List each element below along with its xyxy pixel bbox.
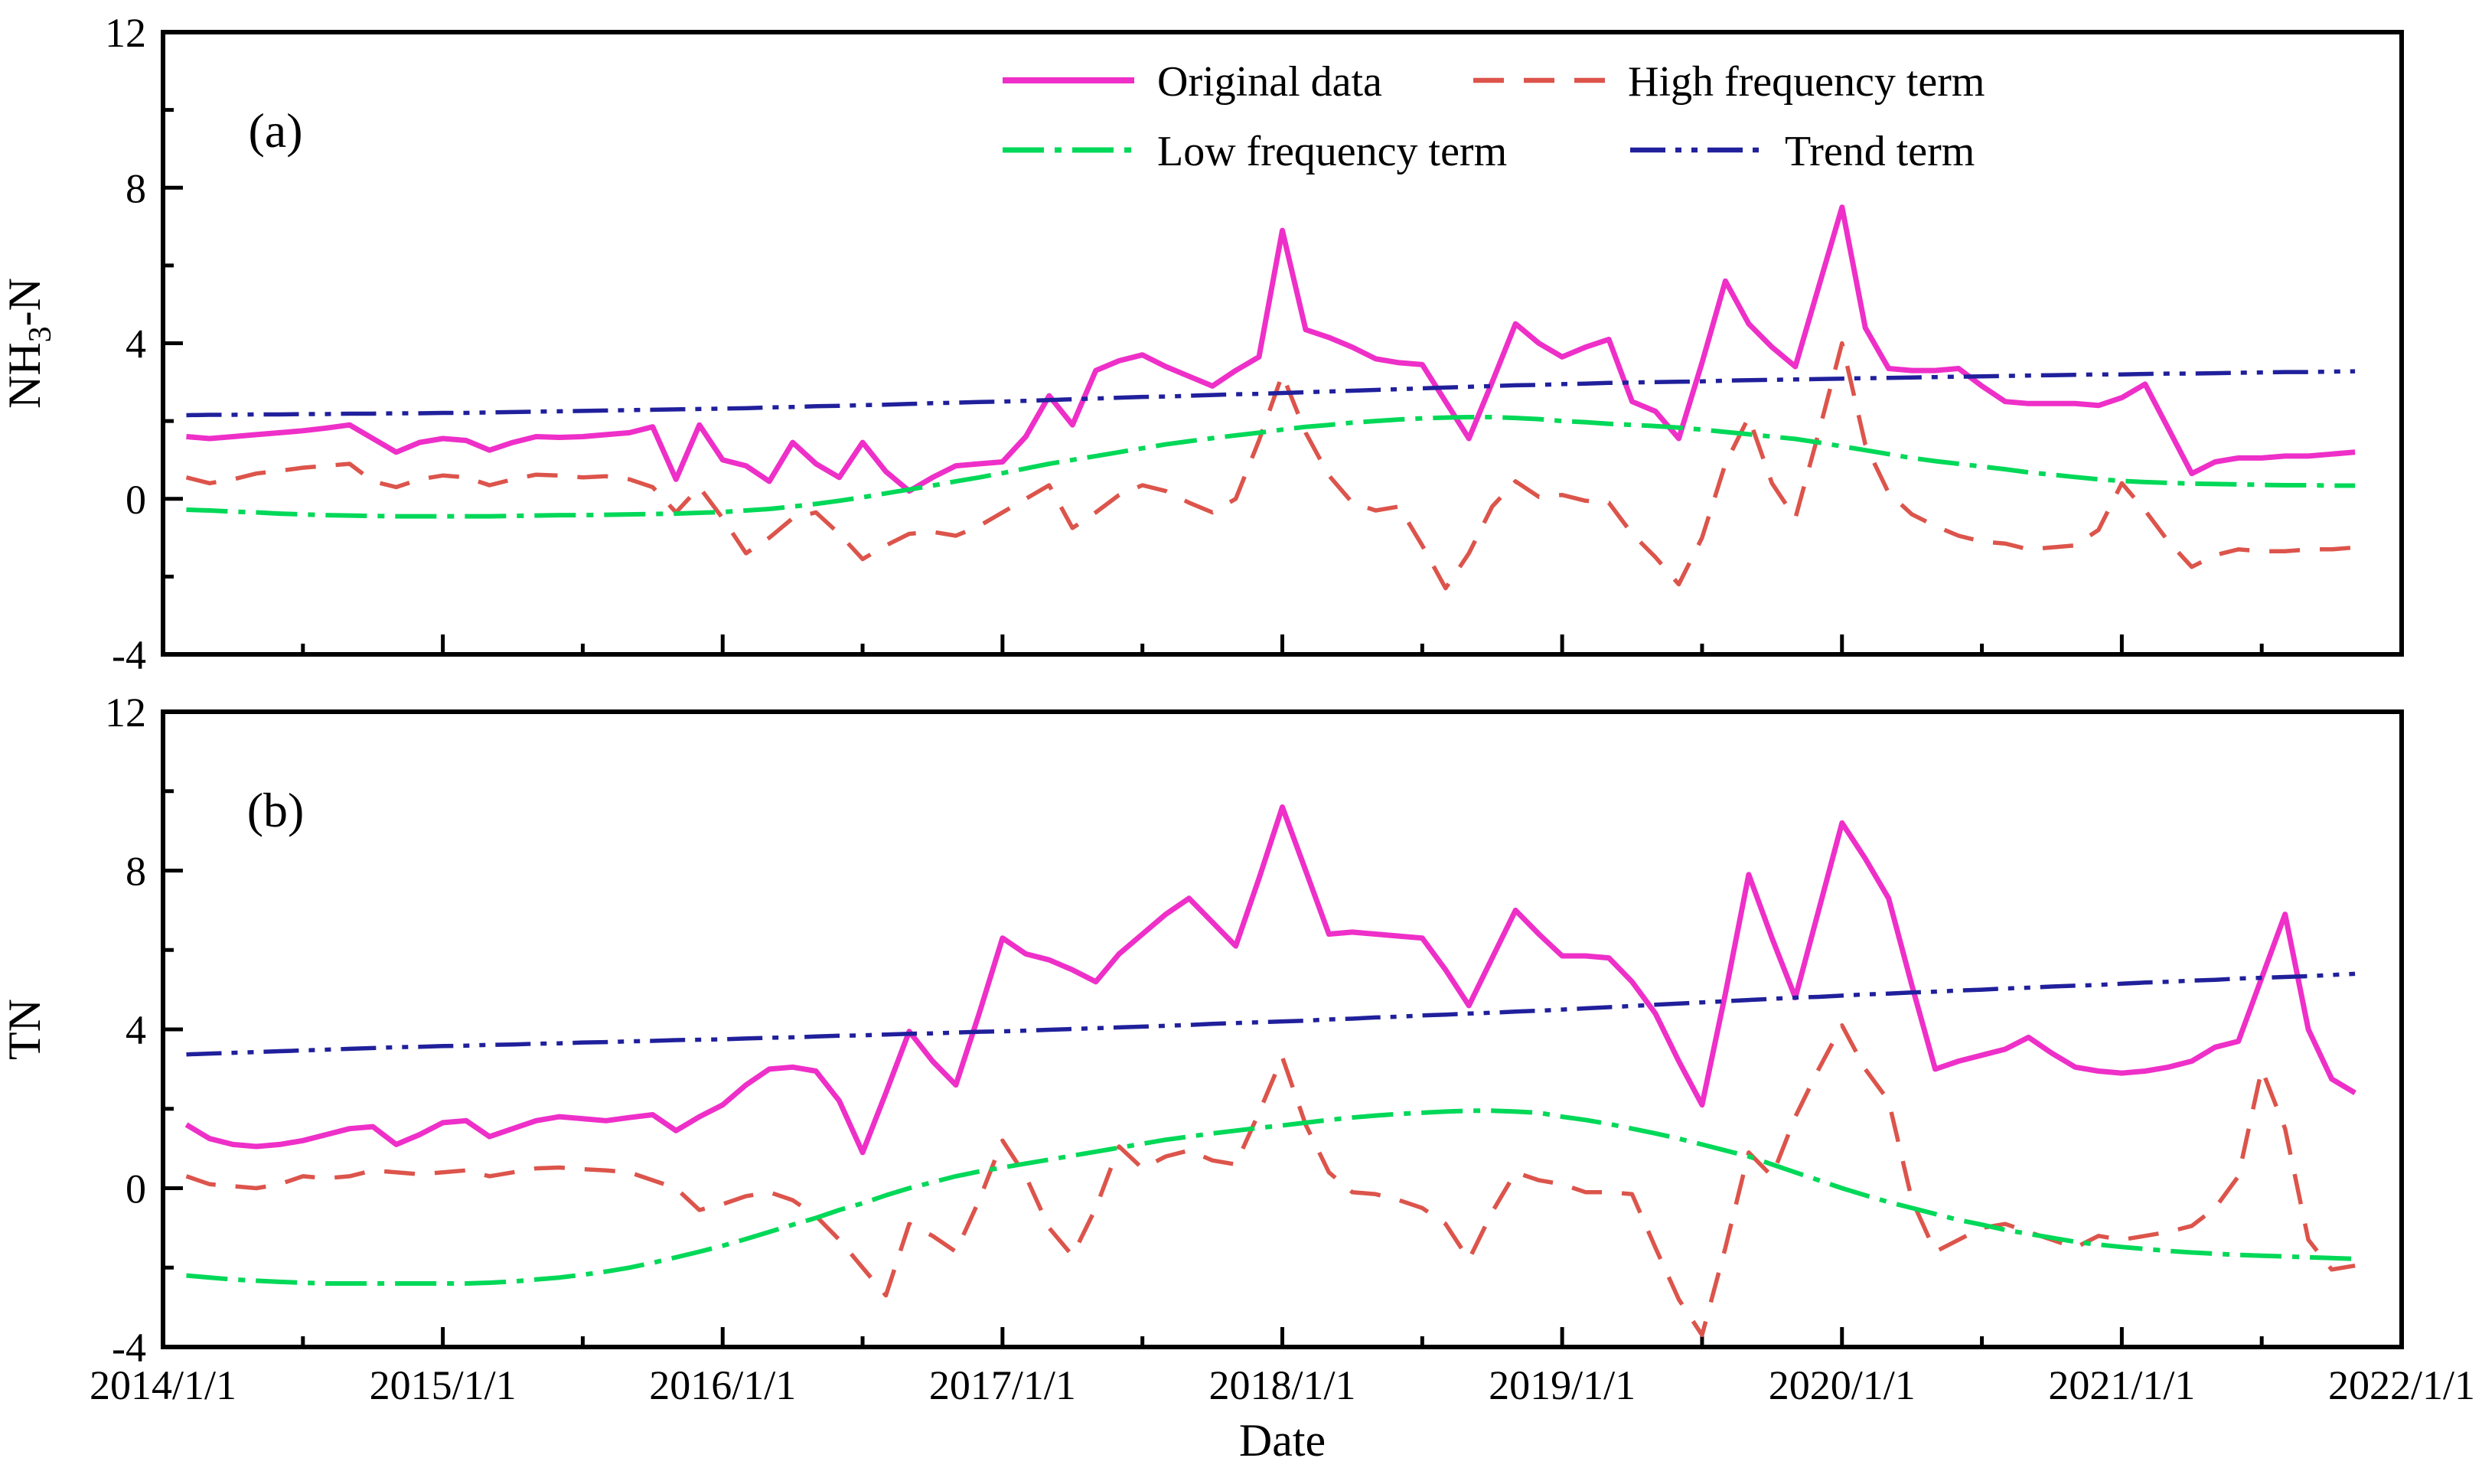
series-high-a	[185, 341, 2356, 591]
series-original-a	[186, 204, 2356, 494]
y-tick-label: 4	[126, 321, 146, 367]
series-high-b	[185, 1023, 2356, 1338]
x-axis-title: Date	[1239, 1415, 1326, 1466]
series-low-b	[186, 1108, 2356, 1286]
y-tick-label: 8	[126, 165, 146, 211]
y-axis-title: NH3-N	[0, 278, 58, 409]
y-tick-label: 8	[126, 849, 146, 895]
y-tick-label: 12	[105, 690, 146, 735]
y-tick-label: 0	[126, 1166, 146, 1212]
y-tick-label: 12	[105, 10, 146, 56]
legend-label-trend: Trend term	[1785, 128, 1975, 175]
y-axis-title: TN	[0, 999, 50, 1060]
series-trend-b	[186, 971, 2356, 1057]
x-tick-label: 2015/1/1	[370, 1362, 517, 1408]
panel-a-frame	[161, 30, 2404, 657]
x-tick-label: 2018/1/1	[1208, 1362, 1355, 1408]
series-low-a	[186, 415, 2356, 519]
y-tick-label: 0	[126, 477, 146, 523]
x-tick-label: 2021/1/1	[2048, 1362, 2195, 1408]
y-tick-label: 4	[126, 1007, 146, 1053]
legend-label-original: Original data	[1157, 58, 1382, 106]
legend-label-low: Low frequency term	[1157, 128, 1507, 175]
legend-label-high: High frequency term	[1628, 58, 1985, 106]
panel-label: (b)	[247, 783, 305, 837]
x-tick-label: 2020/1/1	[1769, 1362, 1916, 1408]
panel-label: (a)	[248, 103, 302, 158]
x-tick-label: 2019/1/1	[1489, 1362, 1636, 1408]
series-original-b	[184, 804, 2356, 1156]
x-tick-label: 2016/1/1	[649, 1362, 796, 1408]
x-tick-label: 2014/1/1	[90, 1362, 236, 1408]
y-tick-label: -4	[112, 1325, 146, 1371]
series-trend-a	[186, 369, 2356, 418]
x-tick-label: 2017/1/1	[929, 1362, 1076, 1408]
y-tick-label: -4	[112, 632, 146, 678]
x-tick-label: 2022/1/1	[2328, 1362, 2475, 1408]
